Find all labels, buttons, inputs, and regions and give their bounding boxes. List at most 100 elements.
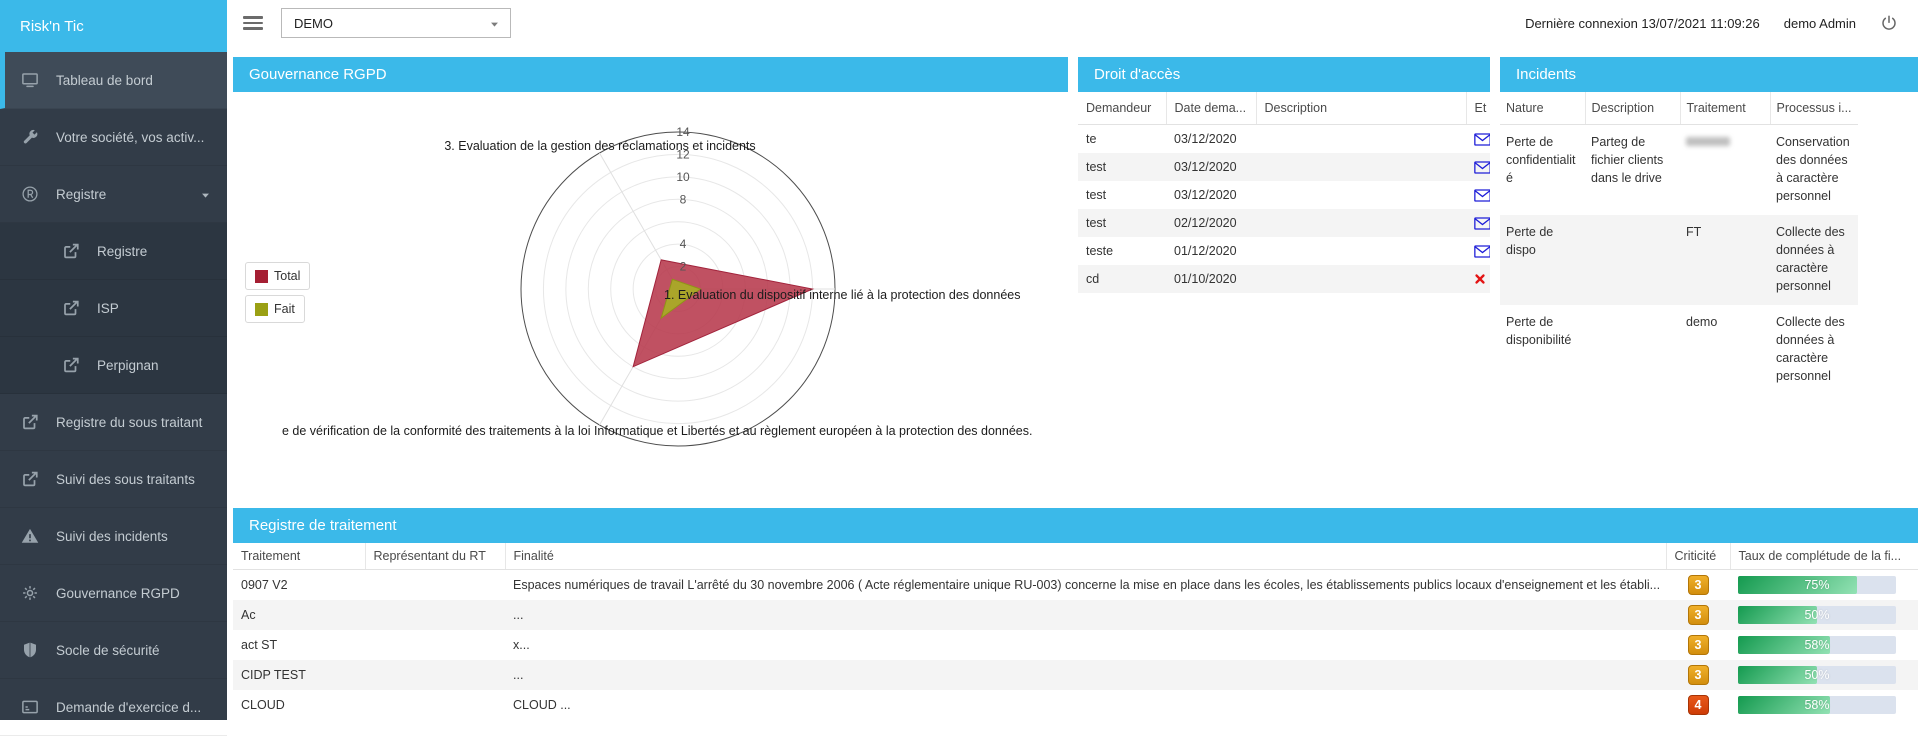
completion-bar: 75% <box>1738 576 1896 594</box>
sidebar-item-gouvernance-rgpd[interactable]: Gouvernance RGPD <box>0 565 227 622</box>
monitor-icon <box>21 71 39 89</box>
table-row[interactable]: Perte de confidentialité Parteg de fichie… <box>1500 125 1858 216</box>
chart-legend: Total Fait <box>245 262 311 323</box>
table-row[interactable]: Perte de disponibilité demo Collecte des d… <box>1500 305 1858 395</box>
cell-traitement: demo <box>1686 315 1718 329</box>
sidebar-item-tableau-de-bord[interactable]: Tableau de bord <box>0 52 227 109</box>
completion-label: 75% <box>1804 578 1830 592</box>
external-link-icon <box>21 470 39 488</box>
rejected-icon[interactable] <box>1474 273 1485 285</box>
panel-title: Gouvernance RGPD <box>233 57 1068 92</box>
column-header-traitement: Traitement <box>1680 92 1771 125</box>
table-row[interactable]: cd 01/10/2020 <box>1078 265 1490 293</box>
panel-gouvernance-rgpd: Gouvernance RGPD Total Fait 2 4 8 10 12 14 1. E… <box>233 57 1068 508</box>
table-row[interactable]: te 03/12/2020 <box>1078 125 1490 154</box>
cell-traitement: FT <box>1686 225 1702 239</box>
mail-icon[interactable] <box>1474 244 1490 258</box>
sidebar-item-label: Suivi des incidents <box>56 528 168 544</box>
column-header-criticit: Criticité <box>1666 543 1731 570</box>
table-row[interactable]: act ST x... 3 58% <box>233 630 1918 660</box>
sidebar-item-label: Registre <box>97 243 148 259</box>
table-row[interactable]: Perte de dispo FT Collecte des données à c… <box>1500 215 1858 305</box>
table-row[interactable]: CIDP TEST... 3 50% <box>233 660 1918 690</box>
cell-taux: 58% <box>1730 690 1918 720</box>
legend-swatch <box>255 302 268 316</box>
table-row[interactable]: test 02/12/2020 <box>1078 209 1490 237</box>
cell-demandeur: test <box>1086 188 1107 202</box>
criticality-badge: 3 <box>1687 575 1709 595</box>
table-row[interactable]: Ac... 3 50% <box>233 600 1918 630</box>
external-link-icon <box>62 299 80 317</box>
cell-representant <box>365 570 505 601</box>
column-header-finalit: Finalité <box>505 543 1667 570</box>
company-select[interactable]: DEMO <box>281 8 511 38</box>
legend-item-total[interactable]: Total <box>245 262 311 290</box>
sidebar: Risk'n Tic Tableau de bord Votre société,… <box>0 0 227 736</box>
cell-criticite: 3 <box>1666 600 1730 630</box>
table-row[interactable]: CLOUD CLOUD ... 4 58% <box>233 690 1918 720</box>
table-row[interactable]: test 03/12/2020 <box>1078 181 1490 209</box>
sidebar-item-registre-du-sous-traitant[interactable]: Registre du sous traitant <box>0 394 227 451</box>
redacted-text <box>1686 137 1730 146</box>
column-header-description: Description <box>1585 92 1681 125</box>
panel-title: Droit d'accès <box>1078 57 1490 92</box>
card-icon <box>21 698 39 716</box>
cell-etat <box>1466 209 1490 237</box>
mail-icon[interactable] <box>1474 160 1490 174</box>
sidebar-item-socle-de-s-curit[interactable]: Socle de sécurité <box>0 622 227 679</box>
column-header-description: Description <box>1256 92 1467 125</box>
cell-etat <box>1466 265 1490 293</box>
sidebar-item-suivi-des-incidents[interactable]: Suivi des incidents <box>0 508 227 565</box>
completion-label: 50% <box>1804 608 1830 622</box>
sidebar-item-label: Gouvernance RGPD <box>56 585 180 601</box>
cell-taux: 58% <box>1730 630 1918 660</box>
criticality-badge: 3 <box>1687 635 1709 655</box>
svg-text:14: 14 <box>676 125 690 139</box>
power-icon[interactable] <box>1880 14 1898 32</box>
cell-processus: Collecte des données à caractère personn… <box>1776 315 1845 383</box>
sidebar-item-registre[interactable]: Registre <box>0 166 227 223</box>
column-header-date-dema: Date dema... <box>1166 92 1257 125</box>
cell-date: 01/10/2020 <box>1174 272 1237 286</box>
cell-etat <box>1466 125 1490 154</box>
sidebar-item-perpignan[interactable]: Perpignan <box>0 337 227 394</box>
table-row[interactable]: teste 01/12/2020 <box>1078 237 1490 265</box>
last-login-text: Dernière connexion 13/07/2021 11:09:26 <box>1525 15 1760 31</box>
sidebar-item-suivi-des-sous-traitants[interactable]: Suivi des sous traitants <box>0 451 227 508</box>
radar-axis-label: 3. Evaluation de la gestion des réclamat… <box>444 139 755 153</box>
legend-item-fait[interactable]: Fait <box>245 295 305 323</box>
cell-description <box>1585 305 1680 395</box>
mail-icon[interactable] <box>1474 188 1490 202</box>
sidebar-item-votre-soci-t-vos-activ[interactable]: Votre société, vos activ... <box>0 109 227 166</box>
cell-traitement: CLOUD <box>241 698 285 712</box>
criticality-badge: 4 <box>1687 695 1709 715</box>
sidebar-item-registre[interactable]: Registre <box>0 223 227 280</box>
table-row[interactable]: 0907 V2 Espaces numériques de travail L'a… <box>233 570 1918 601</box>
completion-label: 50% <box>1804 668 1830 682</box>
cell-traitement: Ac <box>241 608 256 622</box>
menu-toggle-icon[interactable] <box>243 16 263 30</box>
cell-description <box>1256 237 1466 265</box>
radar-axis-label: e de vérification de la conformité des t… <box>282 424 1032 438</box>
cell-representant <box>365 660 505 690</box>
sidebar-item-demande-d-exercice-d[interactable]: Demande d'exercice d... <box>0 679 227 736</box>
sidebar-item-label: Votre société, vos activ... <box>56 129 205 145</box>
criticality-badge: 3 <box>1687 605 1709 625</box>
mail-icon[interactable] <box>1474 216 1490 230</box>
sidebar-item-isp[interactable]: ISP <box>0 280 227 337</box>
column-header-traitement: Traitement <box>233 543 366 570</box>
cell-description <box>1585 215 1680 305</box>
table-row[interactable]: test 03/12/2020 <box>1078 153 1490 181</box>
svg-text:12: 12 <box>676 147 690 161</box>
cell-nature: Perte de dispo <box>1506 225 1554 257</box>
mail-icon[interactable] <box>1474 132 1490 146</box>
completion-bar: 58% <box>1738 636 1896 654</box>
cell-description <box>1256 181 1466 209</box>
topbar: DEMO Dernière connexion 13/07/2021 11:09… <box>227 0 1918 46</box>
legend-swatch <box>255 269 268 283</box>
external-link-icon <box>21 413 39 431</box>
cell-demandeur: te <box>1086 132 1097 146</box>
sidebar-item-label: Tableau de bord <box>56 72 153 88</box>
cell-description <box>1256 153 1466 181</box>
company-select-value: DEMO <box>294 15 333 31</box>
